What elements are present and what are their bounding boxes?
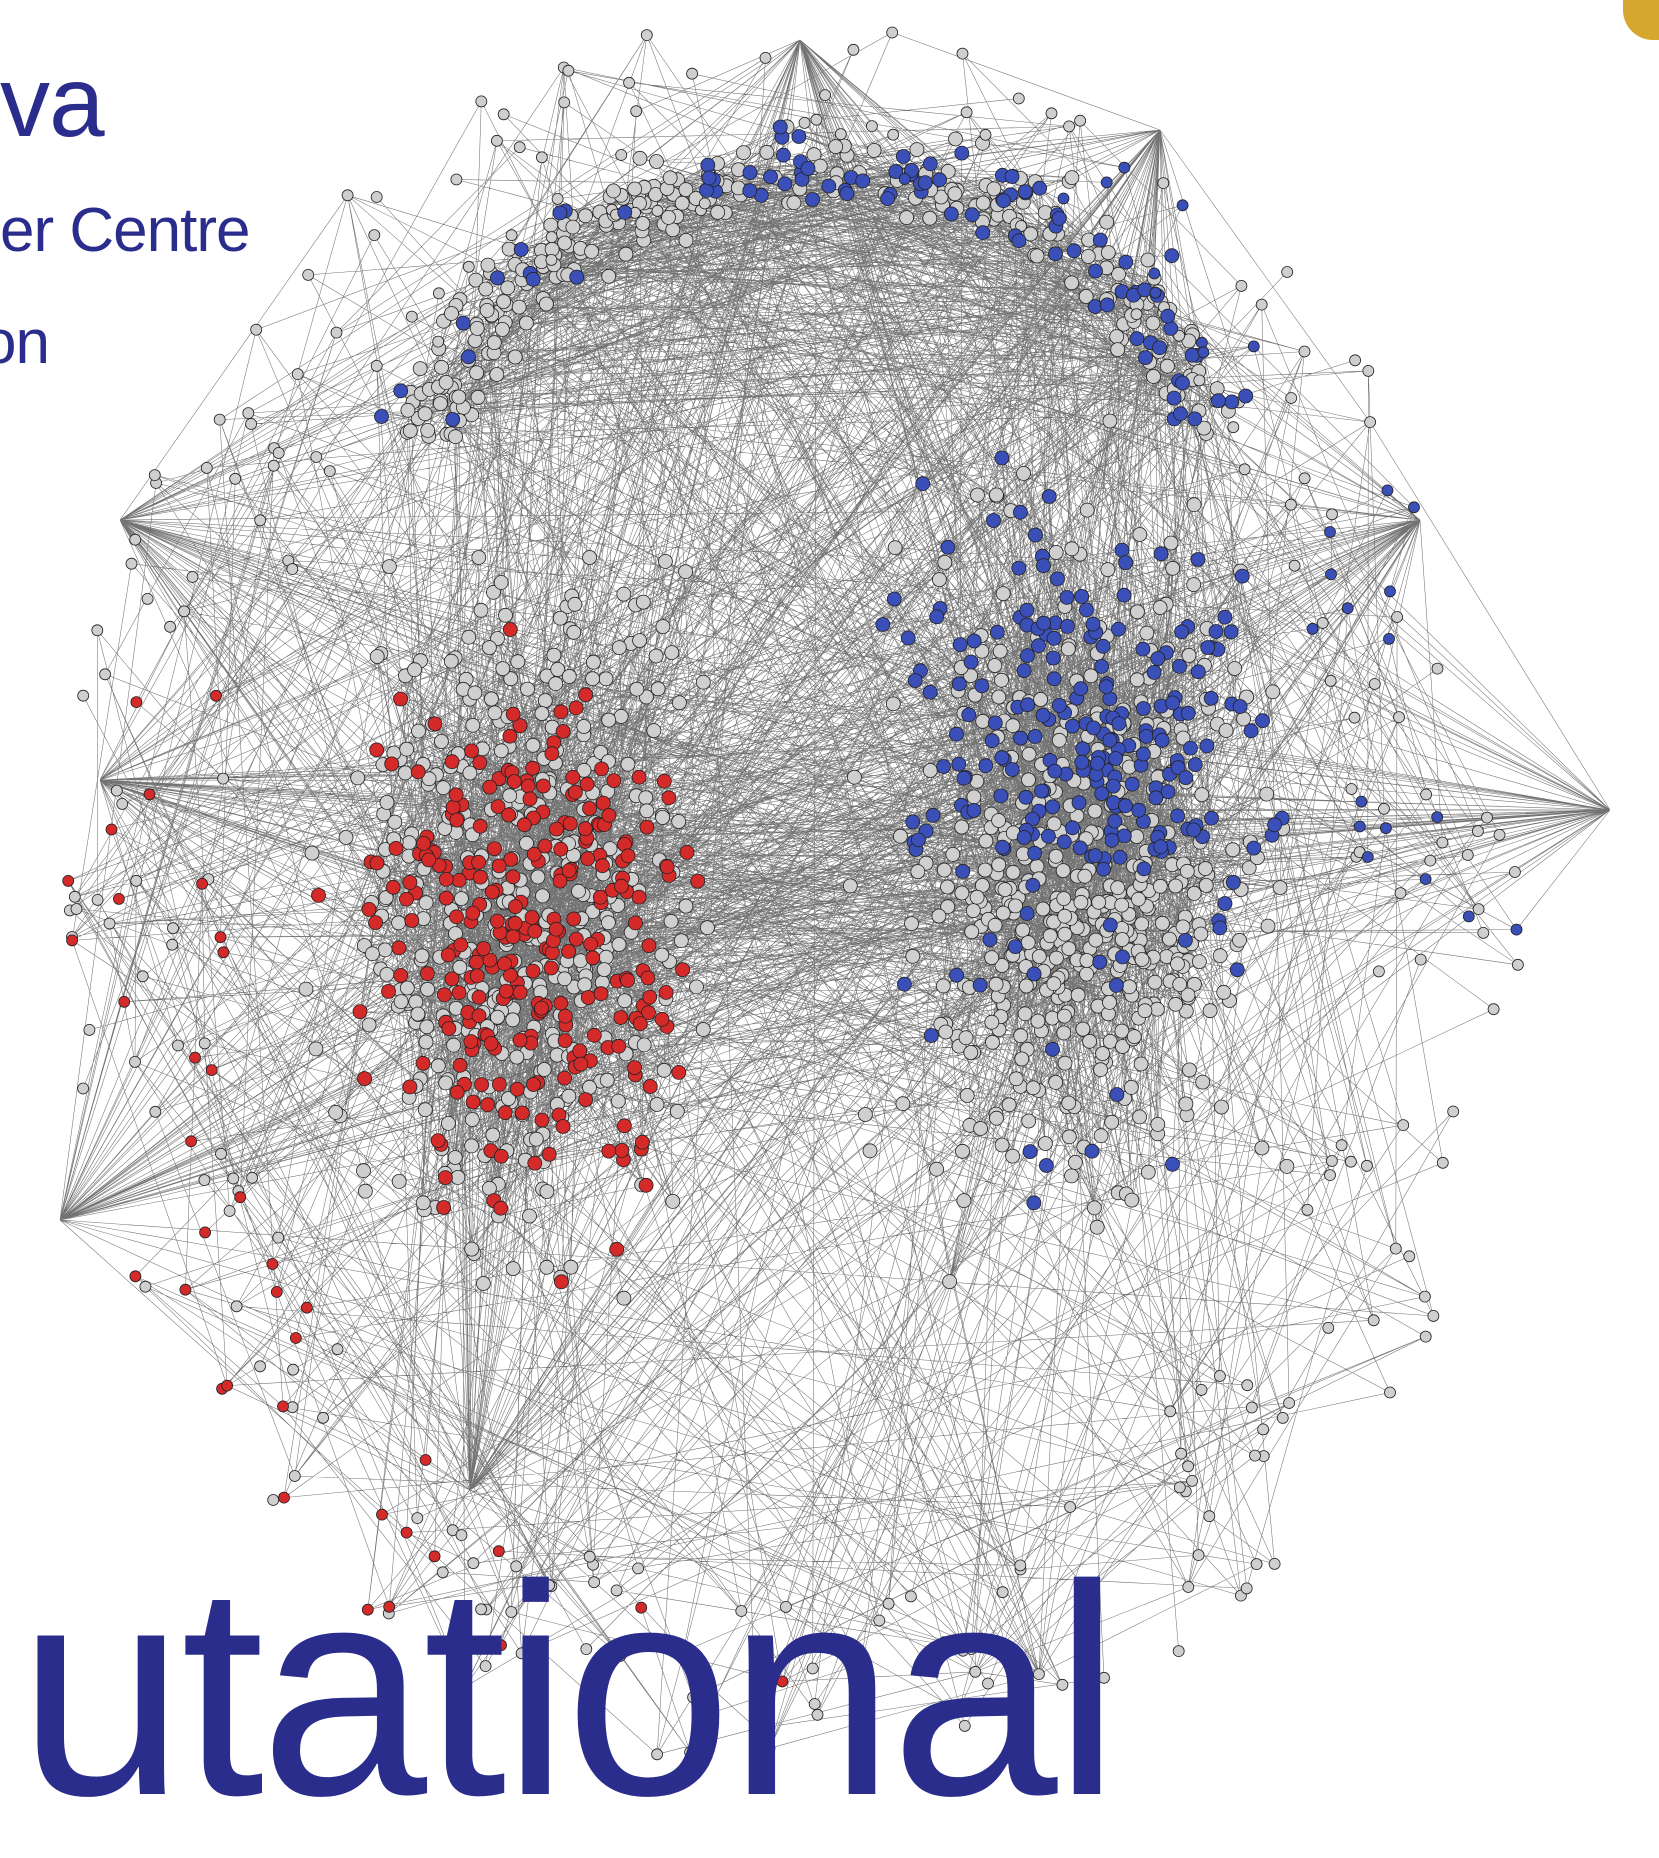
blue-nodes bbox=[374, 119, 1523, 1211]
title-fragment-line1: va bbox=[0, 46, 105, 158]
network-nodes bbox=[62, 26, 1524, 1761]
edge-lines bbox=[59, 32, 1611, 1755]
network-graph-image bbox=[59, 26, 1611, 1761]
large-title-fragment: utational bbox=[18, 1522, 1120, 1858]
red-nodes bbox=[62, 622, 789, 1755]
network-edges bbox=[59, 32, 1611, 1755]
subtitle-fragment-line2: er Centre bbox=[0, 196, 250, 265]
subtitle-fragment-line3: on bbox=[0, 308, 50, 377]
